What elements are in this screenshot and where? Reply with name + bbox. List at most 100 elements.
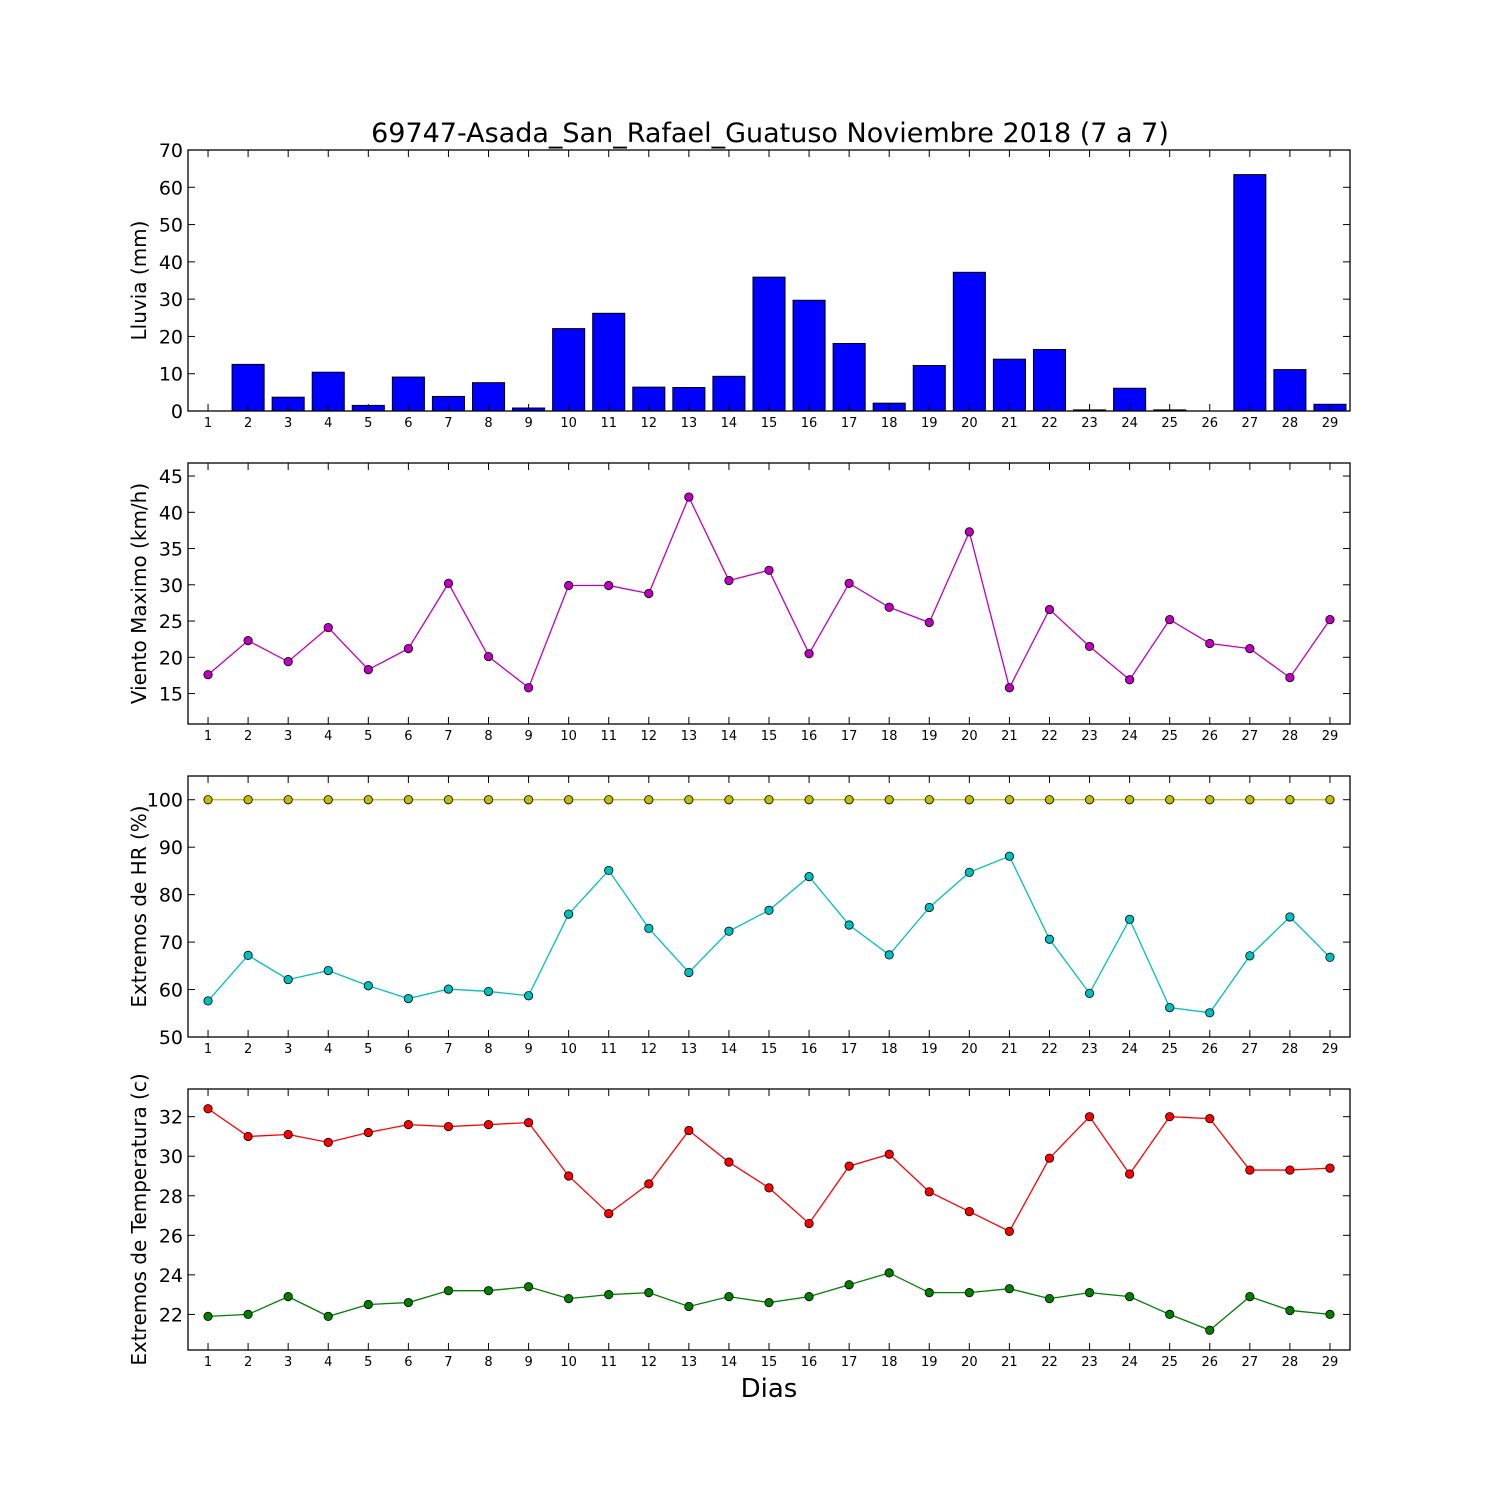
x-tick-label: 1 xyxy=(204,1042,212,1057)
data-point-2-24 xyxy=(1125,914,1135,924)
x-tick-label: 2 xyxy=(244,1355,252,1370)
data-point-1-3 xyxy=(283,657,293,667)
data-point-1-22 xyxy=(1044,1153,1055,1163)
data-point-1-15 xyxy=(764,1183,774,1193)
data-point-1-20 xyxy=(964,527,974,537)
y-tick-label: 80 xyxy=(159,885,183,907)
data-point-2-29 xyxy=(1325,952,1335,962)
data-point-1-24 xyxy=(1125,795,1135,805)
data-point-1-11 xyxy=(604,1208,614,1219)
y-axis-label: Extremos de HR (%) xyxy=(127,805,151,1007)
data-point-1-7 xyxy=(443,795,454,805)
x-tick-label: 15 xyxy=(761,1355,778,1370)
bar-day-19 xyxy=(912,365,946,412)
x-tick-label: 18 xyxy=(881,1042,898,1057)
data-point-1-26 xyxy=(1205,638,1215,649)
x-tick-label: 10 xyxy=(560,729,577,744)
x-tick-label: 25 xyxy=(1161,416,1178,431)
x-tick-label: 26 xyxy=(1201,729,1218,744)
data-point-1-1 xyxy=(203,795,213,805)
data-point-1-3 xyxy=(283,795,293,805)
data-point-1-15 xyxy=(764,565,774,575)
x-tick-label: 21 xyxy=(1001,1355,1018,1370)
data-point-1-27 xyxy=(1245,795,1255,805)
data-point-2-8 xyxy=(483,1286,494,1296)
x-tick-label: 9 xyxy=(524,1042,532,1057)
data-point-1-27 xyxy=(1245,1165,1255,1175)
axes-frame xyxy=(187,462,1351,725)
data-point-2-6 xyxy=(403,993,413,1004)
data-point-2-6 xyxy=(403,1297,413,1308)
data-point-1-9 xyxy=(523,683,534,693)
data-point-1-25 xyxy=(1165,795,1175,805)
data-point-2-27 xyxy=(1245,1292,1255,1302)
y-tick-label: 50 xyxy=(159,215,183,237)
data-point-2-13 xyxy=(684,1301,694,1312)
x-tick-label: 6 xyxy=(404,1042,412,1057)
x-tick-label: 29 xyxy=(1322,1355,1339,1370)
x-tick-label: 24 xyxy=(1121,1042,1138,1057)
x-tick-label: 29 xyxy=(1322,1042,1339,1057)
data-point-2-19 xyxy=(924,1288,934,1298)
data-point-1-8 xyxy=(483,1119,494,1130)
data-point-2-25 xyxy=(1165,1002,1175,1013)
x-tick-label: 12 xyxy=(641,729,658,744)
data-point-2-11 xyxy=(604,1290,614,1300)
x-tick-label: 6 xyxy=(404,416,412,431)
data-point-2-10 xyxy=(564,1293,574,1304)
data-point-1-14 xyxy=(724,1157,734,1167)
data-point-1-28 xyxy=(1285,795,1295,805)
x-tick-label: 15 xyxy=(761,729,778,744)
data-point-2-12 xyxy=(644,923,654,933)
x-tick-label: 3 xyxy=(284,1355,292,1370)
x-tick-label: 21 xyxy=(1001,1042,1018,1057)
data-point-2-7 xyxy=(443,984,454,994)
data-point-1-1 xyxy=(203,670,213,680)
x-tick-label: 6 xyxy=(404,729,412,744)
x-tick-label: 1 xyxy=(204,729,212,744)
x-axis-label: Dias xyxy=(741,1374,798,1404)
x-tick-label: 4 xyxy=(324,1042,332,1057)
data-point-1-12 xyxy=(644,1179,654,1189)
series-line-1 xyxy=(207,495,1331,690)
data-point-1-6 xyxy=(403,1119,413,1130)
data-point-2-15 xyxy=(764,905,774,915)
x-tick-label: 22 xyxy=(1041,729,1058,744)
data-point-1-14 xyxy=(724,575,734,586)
data-point-1-6 xyxy=(403,795,413,805)
data-point-1-9 xyxy=(523,795,534,805)
bar-day-10 xyxy=(552,328,586,412)
data-point-1-25 xyxy=(1165,1112,1175,1122)
data-point-2-28 xyxy=(1285,912,1295,922)
data-point-1-16 xyxy=(804,649,814,659)
data-point-2-21 xyxy=(1004,1284,1015,1294)
x-tick-label: 23 xyxy=(1081,1042,1098,1057)
data-point-2-10 xyxy=(564,909,574,919)
x-tick-label: 14 xyxy=(721,416,738,431)
x-tick-label: 6 xyxy=(404,1355,412,1370)
x-tick-label: 18 xyxy=(881,729,898,744)
data-point-1-18 xyxy=(884,1149,894,1159)
x-tick-label: 10 xyxy=(560,1355,577,1370)
x-tick-label: 1 xyxy=(204,1355,212,1370)
x-tick-label: 27 xyxy=(1242,1042,1259,1057)
x-tick-label: 12 xyxy=(641,1042,658,1057)
bar-day-22 xyxy=(1032,348,1067,412)
data-point-2-15 xyxy=(764,1297,774,1308)
x-tick-label: 10 xyxy=(560,416,577,431)
data-point-1-8 xyxy=(483,795,494,805)
data-point-1-4 xyxy=(323,1137,333,1147)
data-point-2-5 xyxy=(363,981,373,991)
data-point-2-16 xyxy=(804,872,814,882)
x-tick-label: 23 xyxy=(1081,416,1098,431)
data-point-2-29 xyxy=(1325,1309,1335,1320)
data-point-1-2 xyxy=(243,1131,253,1142)
x-tick-label: 9 xyxy=(524,416,532,431)
data-point-1-19 xyxy=(924,1187,934,1197)
data-point-1-2 xyxy=(243,795,253,805)
data-point-2-4 xyxy=(323,1311,333,1321)
y-tick-label: 100 xyxy=(147,790,183,812)
